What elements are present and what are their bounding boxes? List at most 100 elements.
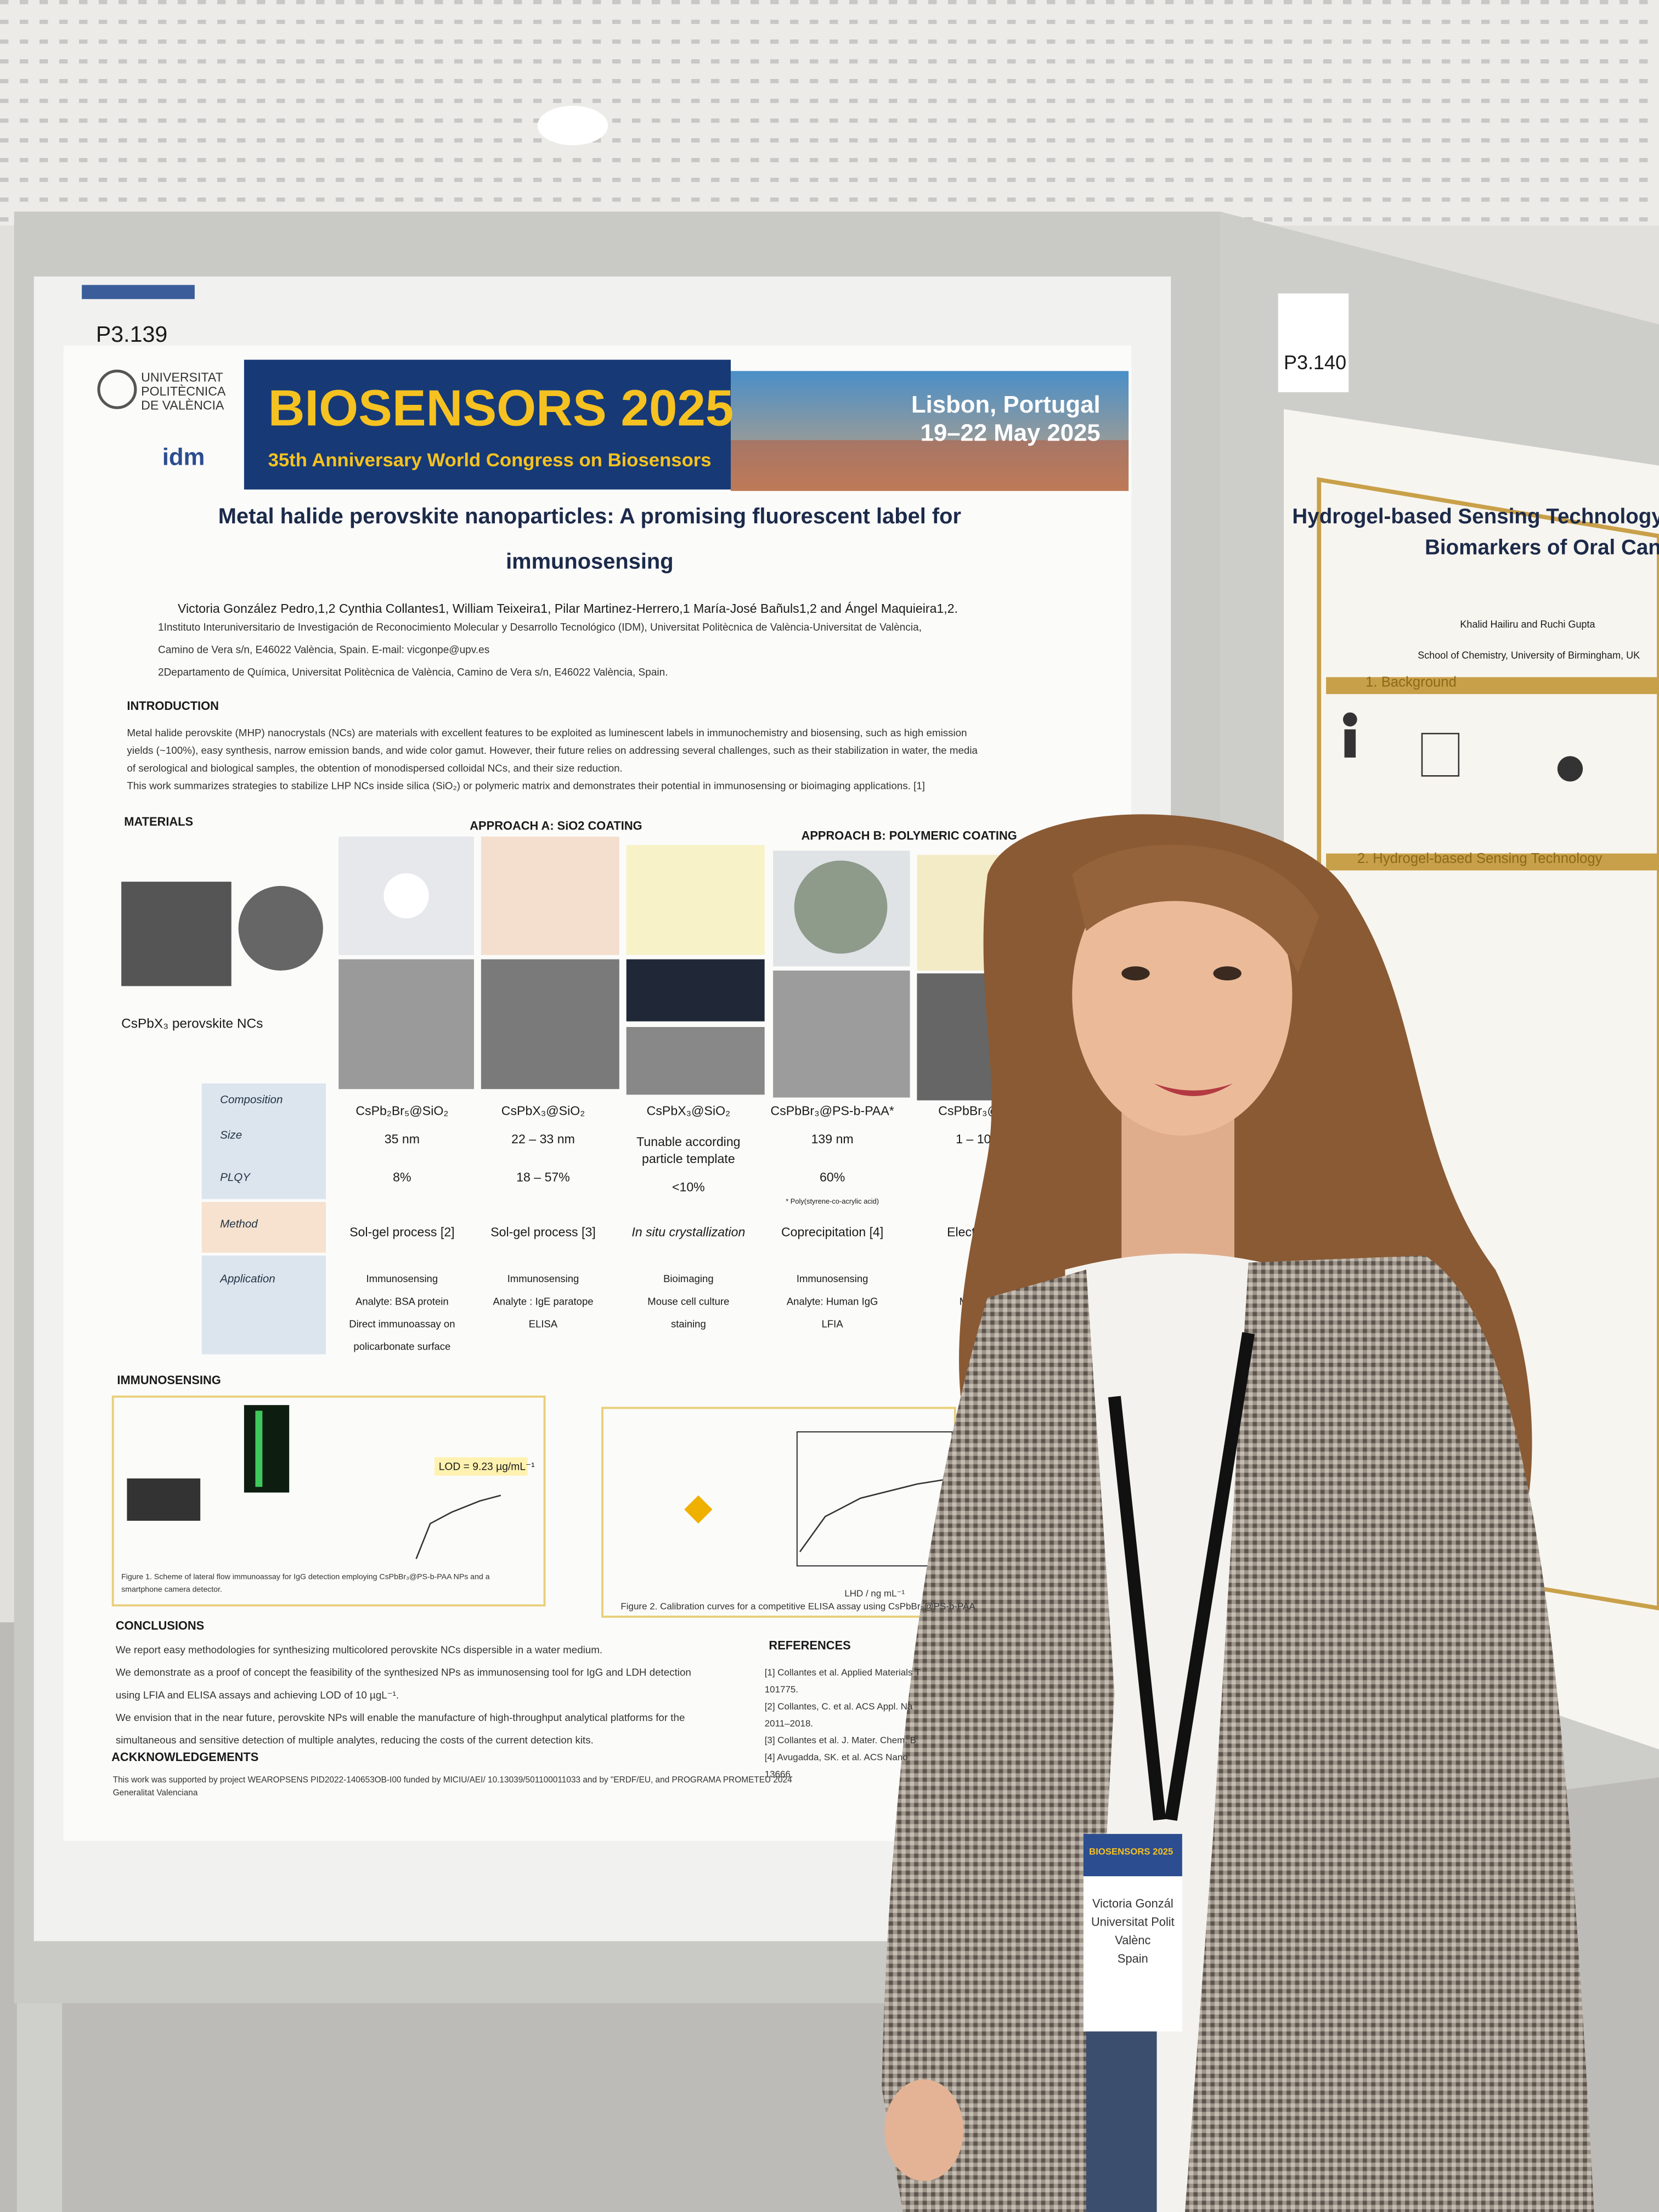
eye [1213,966,1242,981]
eye [1121,966,1150,981]
curve [799,1477,952,1553]
reference: 2011–2018. [765,1718,813,1729]
cell: 22 – 33 nm [511,1132,575,1146]
particle [794,860,888,954]
badge-header [1083,1833,1182,1876]
cell: Immunosensing [507,1273,579,1284]
icons [1343,712,1583,782]
badge-text: Valènc [1115,1933,1150,1947]
cell: 60% [820,1170,845,1184]
lod: LOD = 9.23 µg/mL⁻¹ [439,1461,535,1472]
section-heading: 2. Hydrogel-based Sensing Technology [1357,851,1602,866]
reference: 13666. [765,1769,793,1779]
cell: Direct immunoassay on [349,1318,455,1329]
side-band [1326,677,1659,695]
heading: MATERIALS [124,815,193,828]
affiliation: 2Departamento de Química, Universitat Po… [158,667,668,679]
reference: [3] Collantes et al. J. Mater. Chem. B [765,1735,916,1746]
banner-city [731,440,1129,491]
authors: Victoria González Pedro,1,2 Cynthia Coll… [178,601,958,616]
face [1072,853,1293,1136]
authors: Khalid Hailiru and Ruchi Gupta [1460,619,1595,630]
university-name: POLITÈCNICA [141,384,226,398]
poster-number: P3.140 [1284,351,1346,374]
cell-note: * Poly(styrene-co-acrylic acid) [786,1197,879,1205]
acknowledgement: This work was supported by project WEARO… [113,1775,792,1785]
cell: Immunosensing [797,1273,868,1284]
strip-photo [244,1405,290,1493]
micrograph [238,885,323,971]
row-label-bg [201,1255,326,1355]
cell: In situ crystallization [631,1225,745,1239]
lod-box [435,1457,528,1476]
table: Composition Size PLQY Method Application CsPb… [219,1093,1008,1352]
cell: Sol-gel process [2] [349,1225,455,1239]
cell: Tunable according [636,1135,740,1149]
blazer-right [1185,1255,1594,2212]
cell: Sol-gel process [3] [490,1225,596,1239]
heading: REFERENCES [769,1639,850,1652]
micrograph [121,882,232,986]
figure-frame [111,1395,546,1607]
row-label: Composition [220,1093,283,1106]
banner-left [244,359,731,490]
university-name: DE VALÈNCIA [141,398,224,413]
badge-event: BIOSENSORS 2025 [1089,1847,1173,1857]
blazer-left [882,1269,1115,2212]
row-label: Size [220,1128,242,1141]
conclusion: We demonstrate as a proof of concept the… [116,1667,691,1678]
intro-text: of serological and biological samples, t… [127,762,622,774]
badge-text: Victoria Gonzál [1092,1897,1173,1910]
heading: CONCLUSIONS [116,1619,204,1633]
acknowledgement: Generalitat Valenciana [113,1788,198,1797]
cell: staining [671,1318,706,1329]
micrograph [338,959,474,1090]
cell: CsPbBr₃@PS-b-PAA* [771,1103,894,1118]
banner-subtitle: 35th Anniversary World Congress on Biose… [268,450,712,471]
poster-title: immunosensing [506,550,674,574]
row-label: PLQY [220,1171,251,1184]
strip-line [255,1410,263,1487]
badge-text: Universitat Polit [1091,1915,1175,1929]
logo [97,369,137,409]
micrograph [773,970,910,1098]
heading: INTRODUCTION [127,699,218,713]
mouth [1154,1083,1233,1096]
cell: 1 – 10 [956,1132,991,1146]
cell: Bioimaging [663,1273,714,1284]
particle [383,873,429,918]
reference: 101775. [765,1684,798,1695]
jeans [1086,2003,1157,2212]
cell: Analyte: Human IgG [787,1295,878,1307]
scheme [626,845,765,955]
university-name: UNIVERSITAT [141,370,223,384]
ceiling-vents [0,0,1659,226]
conclusion: We envision that in the near future, per… [116,1712,685,1723]
school: School of Chemistry, University of Birmi… [1418,650,1640,661]
heading: ACKKNOWLEDGEMENTS [111,1750,258,1764]
cell: CsPbX₃@SiO₂ [647,1103,730,1118]
banner-location: Lisbon, Portugal [911,391,1101,418]
figure-caption: Figure 2. Calibration curves for a compe… [620,1601,975,1611]
figure-caption: smartphone camera detector. [121,1585,222,1594]
texts: BIOSENSORS 2025 35th Anniversary World C… [111,379,1640,1857]
side-band [1326,853,1659,871]
curve [415,1494,501,1559]
conclusion: We report easy methodologies for synthes… [116,1644,602,1656]
cell: Analyte: BSA protein [356,1295,449,1307]
banner-title: BIOSENSORS 2025 [268,379,734,436]
photo-inset [626,959,765,1022]
reference: [1] Collantes et al. Applied Materials T [765,1667,921,1678]
row-label: Application [219,1273,275,1285]
lanyard [1108,1396,1166,1821]
affiliation: 1Instituto Interuniversitario de Investi… [158,622,922,633]
row-label-bg [201,1083,326,1199]
banner-dates: 19–22 May 2025 [921,420,1101,447]
antigen [684,1495,713,1524]
row-label: Method [220,1217,258,1230]
affiliation: Camino de Vera s/n, E46022 València, Spa… [158,644,489,656]
cell: 18 – 57% [516,1170,570,1184]
side-title: Hydrogel-based Sensing Technology for De… [1292,505,1659,528]
